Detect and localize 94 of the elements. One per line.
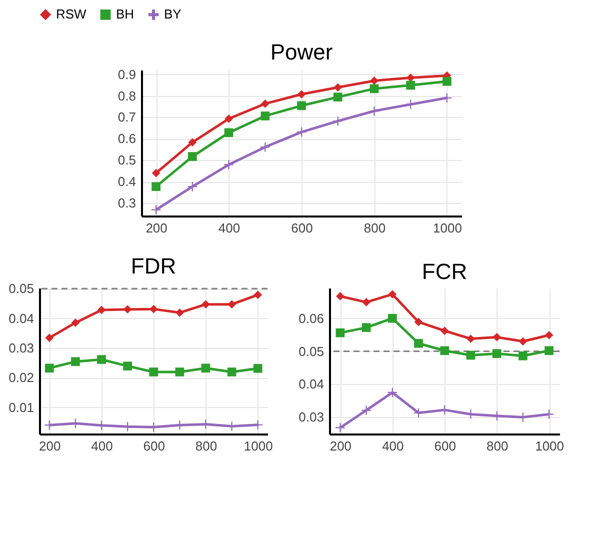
chart-title: Power — [270, 39, 333, 64]
point — [297, 101, 306, 110]
point — [388, 290, 397, 298]
point — [414, 338, 423, 348]
point — [544, 330, 554, 340]
point — [362, 323, 371, 332]
point — [149, 368, 158, 376]
point — [492, 332, 502, 342]
point — [336, 328, 345, 338]
point — [188, 138, 197, 147]
point — [260, 112, 270, 120]
y-tick-label: 0.04 — [298, 376, 324, 392]
point — [71, 318, 80, 327]
y-tick-label: 0.5 — [118, 152, 136, 168]
point — [388, 314, 397, 323]
point — [44, 364, 54, 373]
point — [224, 160, 234, 170]
point — [152, 168, 160, 178]
point — [201, 364, 210, 373]
point — [254, 290, 262, 300]
point — [260, 100, 270, 108]
x-tick-label: 1000 — [535, 438, 564, 454]
y-tick-label: 0.9 — [118, 66, 136, 82]
point — [45, 334, 54, 342]
point — [188, 152, 197, 161]
legend-label: RSW — [56, 6, 88, 22]
point — [71, 357, 80, 366]
x-tick-label: 800 — [486, 438, 508, 454]
point — [333, 92, 342, 102]
point — [253, 364, 262, 373]
point — [336, 423, 345, 432]
y-tick-label: 0.03 — [298, 410, 324, 425]
point — [440, 326, 449, 336]
point — [227, 368, 236, 376]
point — [370, 106, 379, 116]
chart-title: FDR — [130, 254, 176, 279]
point — [406, 74, 415, 82]
y-tick-label: 0.3 — [118, 196, 136, 211]
point — [492, 349, 502, 358]
point — [440, 346, 450, 356]
point — [518, 337, 528, 346]
point — [97, 306, 106, 314]
y-tick-label: 0.03 — [8, 340, 34, 356]
x-tick-label: 200 — [146, 220, 168, 236]
point — [466, 334, 475, 343]
point — [297, 90, 306, 98]
y-tick-label: 0.02 — [8, 370, 34, 386]
x-tick-label: 600 — [434, 438, 456, 454]
y-tick-label: 0.05 — [298, 344, 324, 359]
point — [152, 182, 160, 191]
x-tick-label: 800 — [364, 220, 386, 236]
point — [123, 362, 132, 370]
point — [362, 406, 371, 415]
x-tick-label: 1000 — [244, 438, 273, 454]
point — [362, 298, 370, 306]
point — [544, 346, 554, 356]
x-tick-label: 200 — [330, 438, 352, 454]
point — [442, 76, 452, 86]
y-tick-label: 0.06 — [298, 310, 324, 326]
y-tick-label: 0.4 — [118, 174, 136, 190]
y-tick-label: 0.05 — [8, 281, 34, 296]
y-tick-label: 0.7 — [118, 110, 136, 125]
x-tick-label: 800 — [195, 438, 218, 454]
point — [224, 128, 234, 138]
x-tick-label: 400 — [382, 438, 404, 454]
x-tick-label: 600 — [143, 438, 165, 454]
chart-title: FCR — [422, 259, 468, 284]
point — [202, 300, 210, 309]
x-tick-label: 200 — [39, 438, 61, 454]
point — [175, 308, 184, 317]
x-tick-label: 1000 — [432, 220, 462, 236]
point — [123, 305, 132, 314]
point — [97, 355, 106, 364]
point — [224, 114, 233, 123]
y-tick-label: 0.04 — [8, 310, 34, 326]
point — [370, 76, 378, 85]
point — [414, 318, 423, 326]
x-tick-label: 400 — [218, 220, 240, 236]
point — [336, 292, 344, 300]
legend-label: BY — [164, 6, 182, 22]
x-tick-label: 600 — [291, 220, 313, 236]
x-tick-label: 400 — [91, 438, 113, 454]
legend-label: BH — [116, 6, 134, 22]
point — [175, 368, 184, 376]
point — [151, 205, 161, 214]
y-tick-label: 0.01 — [8, 400, 34, 415]
point — [334, 83, 342, 92]
y-tick-label: 0.8 — [118, 88, 136, 104]
point — [406, 80, 416, 90]
point — [370, 84, 379, 94]
point — [228, 300, 236, 309]
point — [518, 351, 528, 360]
point — [466, 350, 476, 360]
y-tick-label: 0.6 — [118, 131, 136, 146]
